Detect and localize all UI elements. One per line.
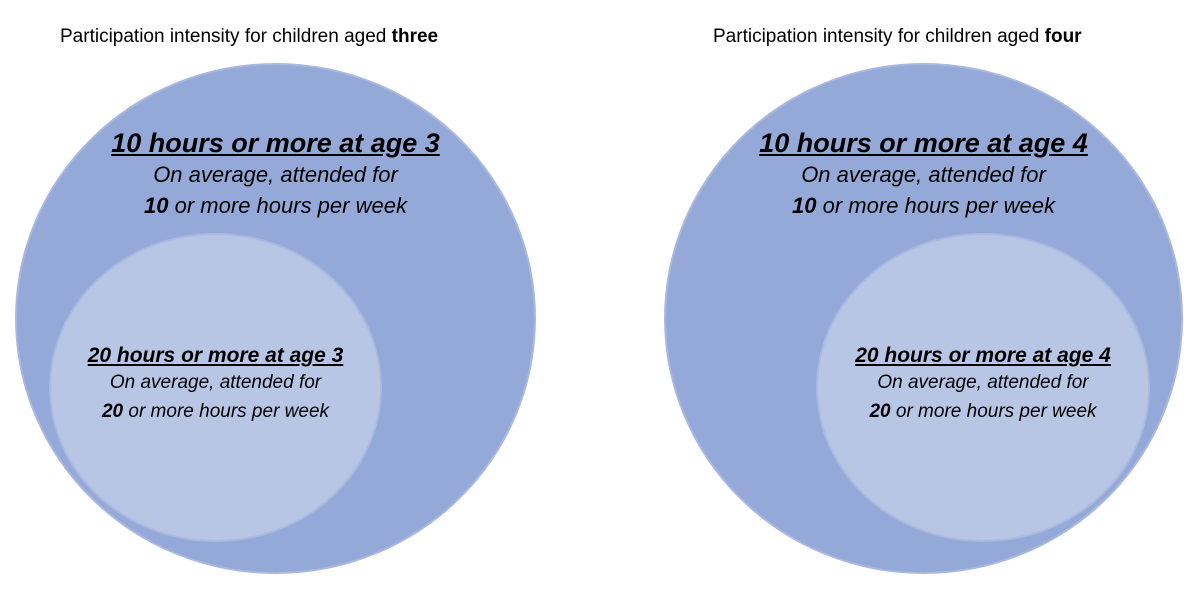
inner-label-age-four: 20 hours or more at age 4 On average, at… [816,344,1150,426]
panel-title-text: Participation intensity for children age… [60,26,392,47]
inner-circle-age-three [49,233,382,542]
inner-label-age-three: 20 hours or more at age 3 On average, at… [49,344,382,426]
inner-desc-line1: On average, attended for [109,372,322,393]
panel-title-age-three: Participation intensity for children age… [60,26,438,48]
inner-desc-line1: On average, attended for [877,372,1089,393]
outer-label-age-four: 10 hours or more at age 4 On average, at… [664,128,1183,221]
panel-title-age-four: Participation intensity for children age… [713,26,1082,48]
inner-hours-value: 20 [869,401,891,422]
outer-desc-line2: 10 or more hours per week [15,190,536,221]
inner-heading: 20 hours or more at age 4 [855,344,1111,367]
outer-desc-line2: 10 or more hours per week [664,190,1183,221]
outer-hours-value: 10 [792,193,817,218]
inner-desc-line2: 20 or more hours per week [49,397,382,426]
inner-circle-age-four [816,233,1150,542]
outer-desc-rest: or more hours per week [168,193,407,218]
outer-hours-value: 10 [144,193,169,218]
outer-desc-line1: On average, attended for [801,162,1046,187]
outer-heading: 10 hours or more at age 3 [111,128,440,158]
inner-hours-value: 20 [101,401,124,422]
outer-heading: 10 hours or more at age 4 [759,128,1088,158]
panel-title-bold: three [391,26,439,47]
inner-desc-rest: or more hours per week [123,401,330,422]
panel-title-text: Participation intensity for children age… [713,26,1045,47]
outer-desc-line1: On average, attended for [153,162,398,187]
outer-desc-rest: or more hours per week [816,193,1055,218]
panel-title-bold: four [1044,26,1082,47]
inner-heading: 20 hours or more at age 3 [87,344,344,367]
inner-desc-line2: 20 or more hours per week [816,397,1150,426]
outer-label-age-three: 10 hours or more at age 3 On average, at… [15,128,536,221]
inner-desc-rest: or more hours per week [890,401,1097,422]
